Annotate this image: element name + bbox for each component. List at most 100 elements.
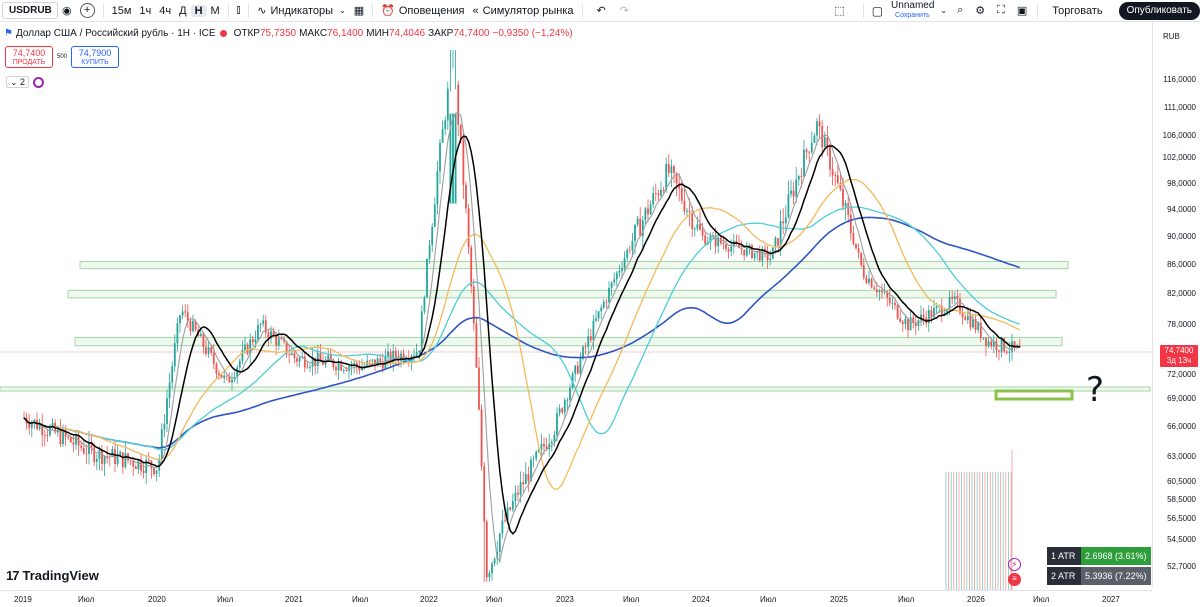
tradingview-logo: 17 TradingView	[6, 568, 99, 583]
candle-body	[600, 307, 603, 312]
layout-button[interactable]: ▢ Unnamed Сохранить ⌄	[868, 0, 951, 22]
candle-body	[618, 270, 621, 273]
candle-body	[171, 366, 174, 383]
candle-body	[124, 453, 127, 468]
candle-body	[82, 447, 85, 454]
candle-body	[550, 441, 553, 444]
search-icon[interactable]: ⌕	[957, 4, 964, 16]
indicators-label: Индикаторы	[270, 4, 333, 17]
candle-body	[244, 344, 246, 350]
candle-body	[290, 353, 293, 355]
brand-name: TradingView	[22, 568, 99, 583]
time-tick-label: 2025	[830, 595, 848, 604]
candle-body	[254, 339, 257, 343]
add-symbol-icon[interactable]: +	[79, 3, 95, 18]
price-chart[interactable]	[0, 22, 1152, 590]
timeframe-week[interactable]: Н	[190, 4, 207, 17]
candle-body	[181, 311, 184, 316]
time-tick-label: Июл	[78, 595, 95, 604]
timeframe-month[interactable]: М	[210, 4, 220, 17]
candle-body	[844, 202, 847, 207]
time-tick-label: 2020	[148, 595, 166, 604]
candle-body	[238, 360, 241, 368]
time-axis[interactable]: 2019 Июл 2020 Июл 2021 Июл 2022 Июл 2023 Июл 2024 И…	[0, 590, 1152, 607]
candle-body	[179, 315, 181, 324]
candle-body	[524, 473, 527, 485]
timeframe-day[interactable]: Д	[179, 4, 187, 17]
alerts-button[interactable]: ⏰ Оповещения	[377, 0, 468, 22]
camera-icon[interactable]: ▣	[1016, 5, 1028, 17]
timeframe-1h[interactable]: 1ч	[139, 4, 152, 17]
flag-us-icon[interactable]: ≡	[1008, 573, 1021, 586]
candle-body	[990, 341, 993, 347]
buy-price: 74,7900	[78, 48, 112, 58]
candle-body	[556, 413, 558, 435]
currency-label: RUB	[1163, 32, 1180, 41]
candle-body	[186, 312, 189, 321]
candle-body	[340, 363, 343, 371]
indicators-button[interactable]: ∿ Индикаторы ⌄	[253, 0, 349, 22]
candle-body	[678, 183, 681, 189]
lightning-icon[interactable]: ⚡	[1008, 558, 1021, 571]
low-label: МИН	[366, 28, 389, 39]
price-tick-label: 58,5000	[1167, 495, 1196, 504]
candle-body	[293, 353, 296, 359]
candle-body	[862, 265, 865, 278]
buy-button[interactable]: 74,7900 КУПИТЬ	[71, 46, 120, 68]
indicators-toggle[interactable]: ⌄ 2	[6, 76, 45, 88]
indicator-count[interactable]: ⌄ 2	[6, 76, 30, 88]
quick-trade: 74,7400 ПРОДАТЬ 500 74,7900 КУПИТЬ	[5, 46, 120, 68]
rewind-icon: «	[472, 4, 479, 17]
candle-body	[33, 419, 36, 424]
candle-body	[267, 332, 270, 339]
target-zone	[994, 389, 1074, 401]
candle-body	[644, 208, 647, 221]
candle-body	[478, 367, 480, 410]
price-axis[interactable]: RUB 116,0000 111,0000 106,0000 102,0000 98,0…	[1152, 22, 1200, 587]
candle-body	[485, 521, 488, 578]
candles-icon[interactable]: ⫾	[236, 4, 241, 16]
candle-body	[714, 235, 717, 247]
eye-icon[interactable]: ◉	[62, 5, 72, 17]
candle-body	[901, 321, 904, 325]
atr-row-1: 1 ATR 2.6968 (3.61%)	[1047, 547, 1151, 565]
candle-body	[259, 323, 262, 326]
divider	[227, 3, 229, 18]
candle-body	[834, 175, 837, 177]
symbol-search[interactable]: USDRUB	[2, 2, 58, 19]
candle-body	[69, 437, 72, 443]
timeframe-15m[interactable]: 15м	[111, 4, 132, 17]
time-tick-label: Июл	[898, 595, 915, 604]
candle-body	[686, 210, 688, 212]
time-tick-label: Июл	[623, 595, 640, 604]
redo-icon[interactable]: ↷	[619, 5, 629, 17]
undo-icon[interactable]: ↶	[596, 5, 606, 17]
gear-icon[interactable]: ⚙	[975, 5, 986, 17]
candle-body	[353, 362, 356, 366]
indicator-circle-icon[interactable]	[33, 76, 45, 88]
candle-body	[501, 520, 504, 534]
publish-button[interactable]: Опубликовать	[1118, 1, 1200, 20]
candle-body	[883, 291, 886, 293]
fullscreen-icon[interactable]: ⛶	[997, 4, 1005, 16]
templates-icon[interactable]: ▦	[353, 5, 365, 17]
candle-body	[1008, 351, 1011, 353]
candle-body	[436, 171, 439, 205]
candle-body	[85, 453, 88, 455]
candle-body	[509, 507, 512, 510]
price-tick-label: 111,0000	[1163, 103, 1196, 112]
candle-body	[969, 315, 972, 328]
trade-button[interactable]: Торговать	[1052, 4, 1103, 17]
fullscreen-select-icon[interactable]: ⬚	[834, 5, 845, 17]
sell-button[interactable]: 74,7400 ПРОДАТЬ	[5, 46, 53, 68]
candle-body	[480, 409, 483, 467]
candle-body	[303, 356, 306, 368]
candle-body	[43, 435, 46, 436]
indicator-count-value: 2	[20, 77, 26, 87]
replay-button[interactable]: «Симулятор рынка	[469, 0, 578, 22]
candle-body	[504, 520, 506, 522]
candle-body	[805, 149, 808, 152]
timeframe-4h[interactable]: 4ч	[159, 4, 172, 17]
candle-body	[64, 429, 67, 437]
candle-body	[621, 267, 623, 271]
